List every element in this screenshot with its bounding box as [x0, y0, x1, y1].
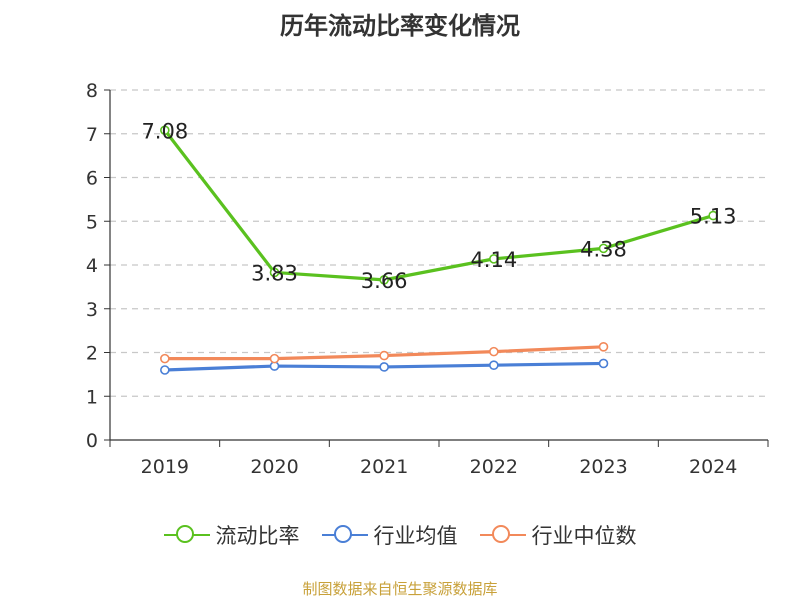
legend-line-circle-icon — [479, 523, 526, 547]
legend-item-industry-mean[interactable]: 行业均值 — [321, 520, 458, 550]
data-point — [160, 353, 170, 364]
chart-title: 历年流动比率变化情况 — [280, 12, 520, 40]
legend-label: 行业中位数 — [531, 524, 637, 548]
data-point — [160, 125, 170, 136]
data-point — [708, 210, 718, 221]
data-point — [269, 353, 280, 364]
grid-lines — [110, 89, 768, 397]
x-tick-label: 2022 — [470, 456, 518, 478]
data-point — [489, 360, 499, 370]
data-label: 4.14 — [470, 248, 517, 272]
y-tick-label: 0 — [86, 430, 98, 452]
series-group — [160, 125, 718, 375]
x-tick-label: 2023 — [579, 456, 627, 478]
data-point — [379, 362, 389, 372]
data-point — [598, 358, 609, 369]
series-line — [163, 129, 714, 282]
data-label: 3.83 — [251, 261, 298, 285]
y-tick-label: 3 — [86, 299, 98, 321]
x-tick-label: 2021 — [360, 456, 408, 478]
data-source-note: 制图数据来自恒生聚源数据库 — [302, 580, 498, 598]
legend-item-current-ratio[interactable]: 流动比率 — [163, 520, 300, 550]
axes: 0 1 2 3 4 5 6 7 8 2019 2020 2021 2022 2023 2024 — [86, 80, 769, 478]
data-point — [379, 350, 389, 361]
y-tick-label: 6 — [86, 168, 98, 190]
data-labels: 7.08 3.83 3.66 4.14 4.38 5.13 — [141, 119, 736, 293]
data-label: 3.66 — [361, 269, 408, 293]
x-tick-label: 2019 — [141, 456, 189, 478]
data-point — [598, 243, 609, 254]
data-point — [598, 342, 609, 352]
y-tick-label: 7 — [86, 124, 98, 146]
x-tick-label: 2020 — [250, 456, 298, 478]
y-tick-label: 4 — [86, 255, 98, 277]
y-tick-label: 5 — [86, 211, 98, 233]
data-point — [489, 346, 499, 357]
data-point — [160, 365, 170, 375]
x-tick-label: 2024 — [689, 456, 737, 478]
y-tick-label: 1 — [86, 386, 98, 408]
data-point — [489, 254, 499, 264]
data-point — [269, 267, 280, 278]
y-tick-label: 8 — [86, 80, 98, 102]
legend-line-circle-icon — [163, 523, 210, 547]
data-label: 7.08 — [141, 119, 188, 143]
legend: 流动比率 行业均值 行业中位数 — [0, 520, 800, 550]
legend-item-industry-median[interactable]: 行业中位数 — [479, 520, 637, 550]
legend-label: 行业均值 — [373, 524, 458, 548]
legend-label: 流动比率 — [215, 524, 300, 548]
data-label: 5.13 — [690, 205, 737, 229]
y-tick-label: 2 — [86, 343, 98, 365]
legend-line-circle-icon — [321, 523, 368, 547]
data-point — [379, 275, 389, 285]
data-label: 4.38 — [580, 237, 627, 261]
